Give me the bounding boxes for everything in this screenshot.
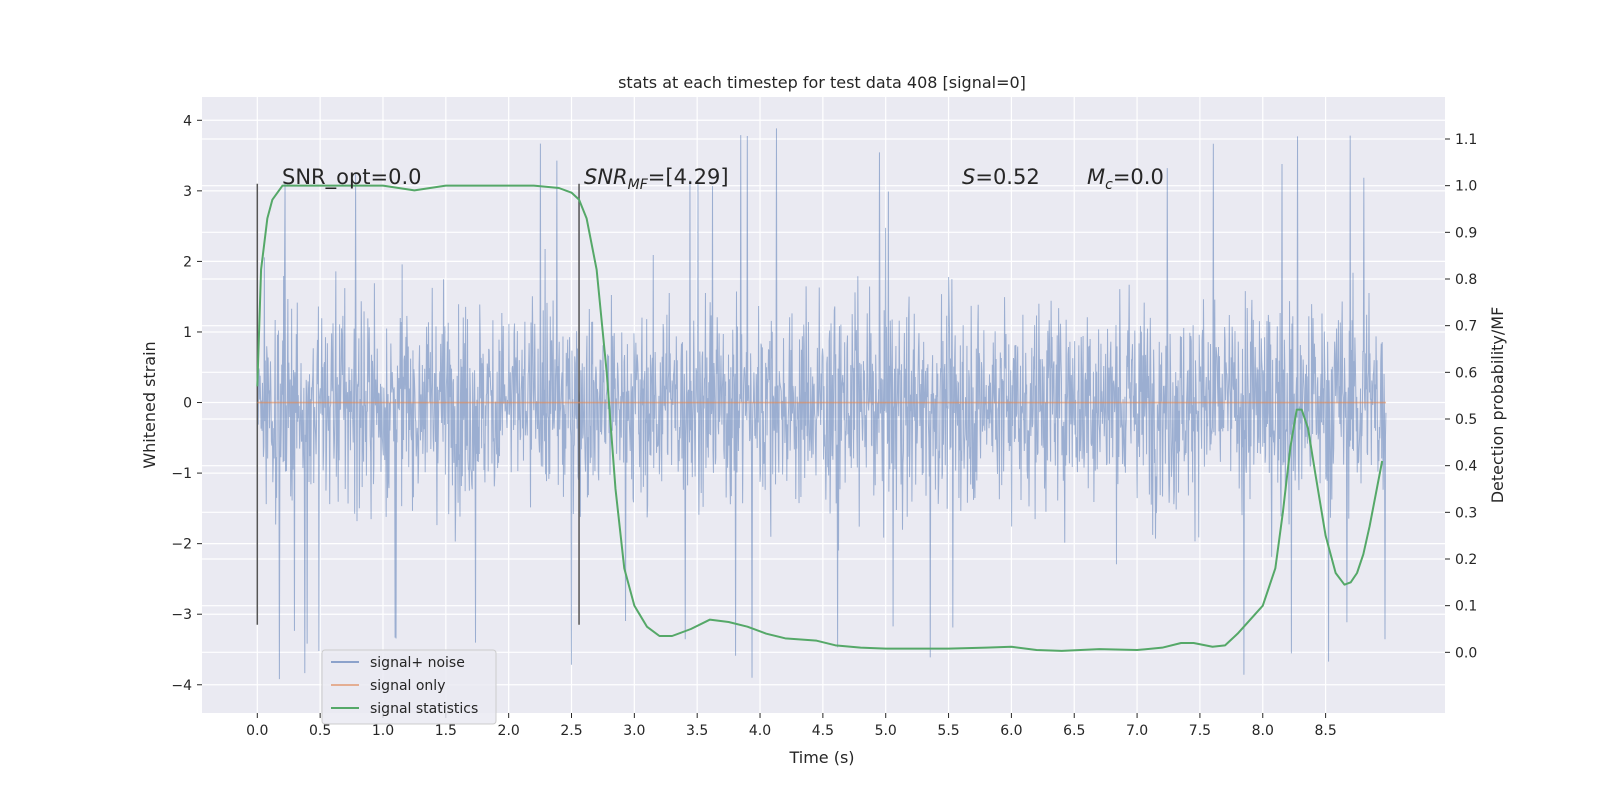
x-tick-label: 1.5	[435, 723, 457, 739]
y2-tick-label: 0.1	[1455, 599, 1477, 615]
y2-tick-label: 0.0	[1455, 645, 1477, 661]
signal-noise-line	[256, 128, 1387, 680]
x-tick-label: 2.0	[498, 723, 520, 739]
y2-tick-label: 0.3	[1455, 505, 1477, 521]
legend: signal+ noise signal only signal statist…	[321, 649, 497, 725]
annotation-s: S=0.52	[962, 165, 1040, 189]
x-tick-label: 5.5	[937, 723, 959, 739]
y2-tick-label: 0.2	[1455, 552, 1477, 568]
legend-box	[321, 649, 497, 725]
y-tick-label: −1	[171, 466, 192, 482]
y-tick-label: −4	[171, 678, 192, 694]
y2-axis-label: Detection probability/MF	[1488, 307, 1507, 504]
y-tick-label: −3	[171, 607, 192, 623]
x-tick-label: 8.5	[1314, 723, 1336, 739]
x-tick-label: 3.5	[686, 723, 708, 739]
y-tick-label: 0	[183, 396, 192, 412]
y-axis-label: Whitened strain	[140, 341, 159, 468]
x-axis-label: Time (s)	[788, 748, 854, 767]
series-signal-noise	[256, 128, 1387, 680]
annotation-mc: Mc=0.0	[1087, 165, 1164, 193]
x-tick-label: 4.5	[812, 723, 834, 739]
x-tick-label: 7.0	[1126, 723, 1148, 739]
event-markers	[256, 183, 580, 625]
y2-tick-label: 0.7	[1455, 319, 1477, 335]
signal-statistics-line	[256, 184, 1384, 652]
series-lines	[256, 184, 1386, 652]
y2-tick-label: 0.8	[1455, 272, 1477, 288]
y2-tick-label: 1.0	[1455, 179, 1477, 195]
y-tick-label: 1	[183, 325, 192, 341]
axis-ticks: 0.0 0.5 1.0 1.5 2.0 2.5 3.0 3.5 4.0 4.5 5.0 5.5 6.0 6…	[171, 113, 1477, 739]
y2-tick-label: 0.9	[1455, 225, 1477, 241]
legend-label-signal-statistics: signal statistics	[370, 701, 478, 717]
x-tick-label: 5.0	[875, 723, 897, 739]
legend-label-signal-noise: signal+ noise	[370, 655, 465, 671]
x-tick-label: 6.5	[1063, 723, 1085, 739]
y-tick-label: 3	[183, 184, 192, 200]
x-tick-label: 3.0	[623, 723, 645, 739]
x-tick-label: 4.0	[749, 723, 771, 739]
y-tick-label: 4	[183, 113, 192, 129]
annotations: SNR_opt=0.0 SNRMF=[4.29] S=0.52 Mc=0.0	[282, 165, 1164, 193]
x-tick-label: 2.5	[560, 723, 582, 739]
x-tick-label: 1.0	[372, 723, 394, 739]
y2-tick-label: 0.4	[1455, 459, 1477, 475]
chart-title: stats at each timestep for test data 408…	[618, 73, 1026, 92]
annotation-snr-mf: SNRMF=[4.29]	[584, 165, 729, 193]
x-tick-label: 0.0	[246, 723, 268, 739]
x-tick-label: 0.5	[309, 723, 331, 739]
x-tick-label: 6.0	[1000, 723, 1022, 739]
y-tick-label: −2	[171, 537, 192, 553]
x-tick-label: 8.0	[1252, 723, 1274, 739]
y2-tick-label: 1.1	[1455, 132, 1477, 148]
annotation-snr-opt: SNR_opt=0.0	[282, 165, 422, 190]
legend-label-signal-only: signal only	[370, 678, 445, 694]
x-tick-label: 7.5	[1189, 723, 1211, 739]
y2-tick-label: 0.6	[1455, 365, 1477, 381]
y2-tick-label: 0.5	[1455, 412, 1477, 428]
y-tick-label: 2	[183, 254, 192, 270]
